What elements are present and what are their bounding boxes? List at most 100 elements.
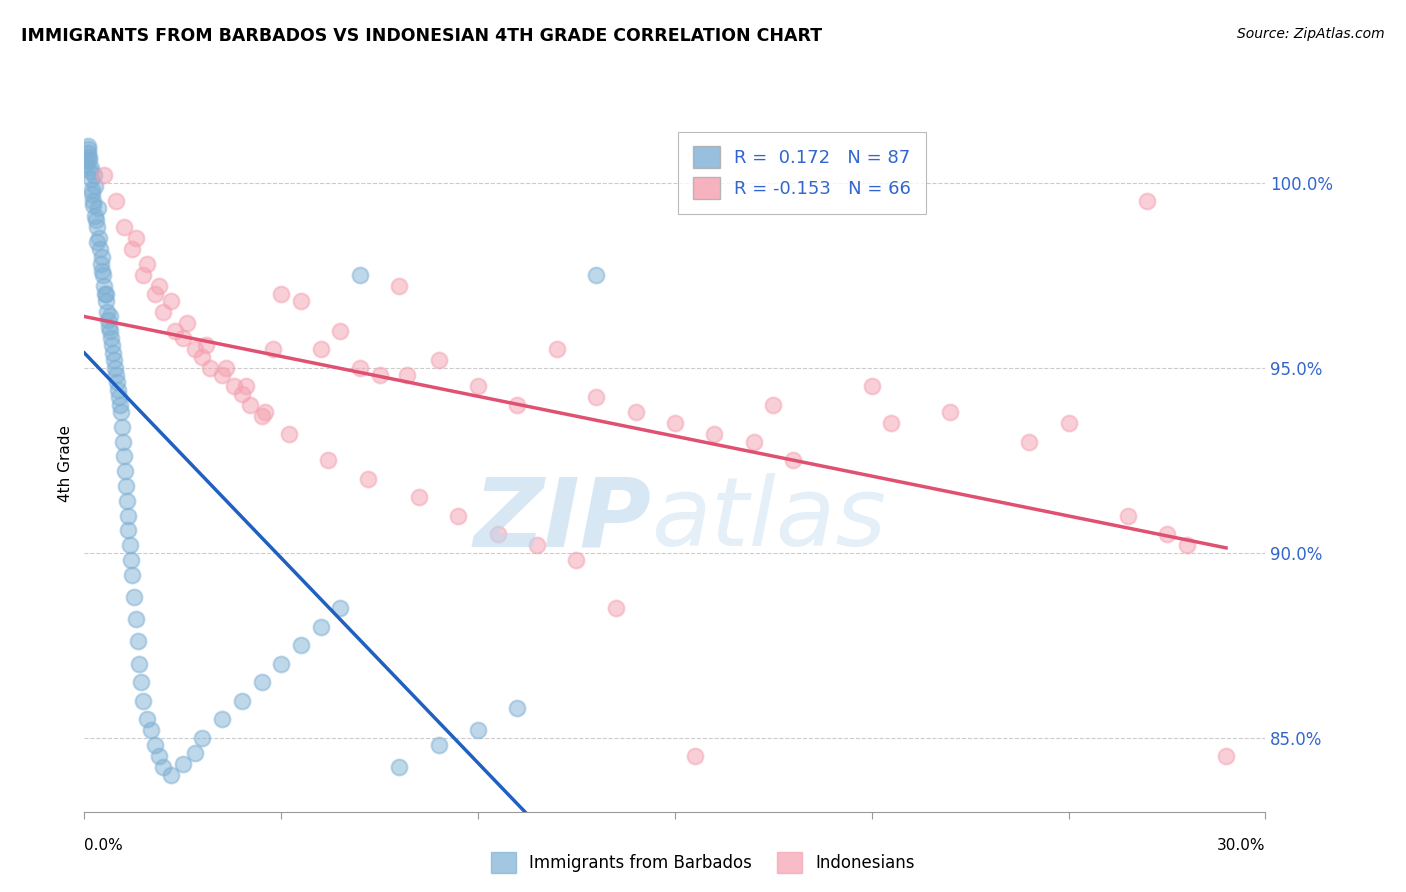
Point xyxy=(86,219,108,234)
Point xyxy=(200,360,222,375)
Point xyxy=(176,316,198,330)
Point xyxy=(1018,434,1040,449)
Point xyxy=(97,312,120,326)
Point xyxy=(77,153,100,168)
Point xyxy=(91,264,114,278)
Point xyxy=(90,257,112,271)
Point xyxy=(87,202,110,216)
Point xyxy=(107,383,129,397)
Point xyxy=(309,342,332,356)
Point xyxy=(132,268,155,282)
Point xyxy=(94,286,117,301)
Point xyxy=(195,338,218,352)
Point xyxy=(235,379,257,393)
Point xyxy=(80,172,103,186)
Point xyxy=(82,194,104,208)
Point xyxy=(160,768,183,782)
Point xyxy=(1057,416,1080,430)
Point xyxy=(565,553,588,567)
Point xyxy=(79,161,101,175)
Point xyxy=(254,405,277,419)
Point xyxy=(329,601,352,615)
Point xyxy=(118,538,141,552)
Point xyxy=(111,420,134,434)
Point xyxy=(127,634,149,648)
Point xyxy=(160,293,183,308)
Point xyxy=(143,738,166,752)
Point xyxy=(97,319,120,334)
Point xyxy=(290,638,312,652)
Point xyxy=(396,368,419,382)
Point xyxy=(250,409,273,423)
Point xyxy=(111,434,134,449)
Point xyxy=(120,553,142,567)
Point xyxy=(128,657,150,671)
Point xyxy=(447,508,470,523)
Point xyxy=(388,279,411,293)
Legend: R =  0.172   N = 87, R = -0.153   N = 66: R = 0.172 N = 87, R = -0.153 N = 66 xyxy=(678,132,925,214)
Point xyxy=(1156,527,1178,541)
Point xyxy=(115,493,138,508)
Point xyxy=(76,153,98,168)
Point xyxy=(585,268,607,282)
Point xyxy=(84,212,107,227)
Point xyxy=(80,186,103,201)
Point xyxy=(77,142,100,156)
Point xyxy=(172,331,194,345)
Point xyxy=(270,286,292,301)
Text: IMMIGRANTS FROM BARBADOS VS INDONESIAN 4TH GRADE CORRELATION CHART: IMMIGRANTS FROM BARBADOS VS INDONESIAN 4… xyxy=(21,27,823,45)
Point xyxy=(141,723,163,738)
Point xyxy=(76,138,98,153)
Point xyxy=(860,379,883,393)
Point xyxy=(79,150,101,164)
Point xyxy=(191,731,214,745)
Point xyxy=(136,712,159,726)
Point xyxy=(101,338,124,352)
Point xyxy=(122,590,145,604)
Point xyxy=(96,305,118,319)
Text: atlas: atlas xyxy=(651,473,886,566)
Point xyxy=(143,286,166,301)
Point xyxy=(79,164,101,178)
Point xyxy=(98,309,121,323)
Point xyxy=(231,386,253,401)
Point xyxy=(100,331,122,345)
Point xyxy=(290,293,312,308)
Point xyxy=(742,434,765,449)
Point xyxy=(368,368,391,382)
Point xyxy=(117,508,139,523)
Point xyxy=(121,567,143,582)
Point xyxy=(250,675,273,690)
Point xyxy=(112,450,135,464)
Point xyxy=(349,360,371,375)
Point xyxy=(191,350,214,364)
Y-axis label: 4th Grade: 4th Grade xyxy=(58,425,73,502)
Point xyxy=(84,179,107,194)
Point xyxy=(526,538,548,552)
Point xyxy=(349,268,371,282)
Point xyxy=(93,279,115,293)
Point xyxy=(1175,538,1198,552)
Point xyxy=(104,368,127,382)
Point xyxy=(148,279,170,293)
Point xyxy=(318,453,340,467)
Point xyxy=(467,723,489,738)
Point xyxy=(89,231,111,245)
Point xyxy=(183,342,205,356)
Point xyxy=(152,305,174,319)
Point xyxy=(880,416,903,430)
Point xyxy=(782,453,804,467)
Point xyxy=(585,390,607,404)
Point xyxy=(124,231,146,245)
Point xyxy=(114,479,136,493)
Point xyxy=(506,398,529,412)
Point xyxy=(1215,749,1237,764)
Point xyxy=(89,242,111,256)
Point xyxy=(703,427,725,442)
Point xyxy=(105,376,128,390)
Point xyxy=(94,293,117,308)
Point xyxy=(131,675,153,690)
Point xyxy=(211,368,233,382)
Point xyxy=(117,524,139,538)
Point xyxy=(239,398,262,412)
